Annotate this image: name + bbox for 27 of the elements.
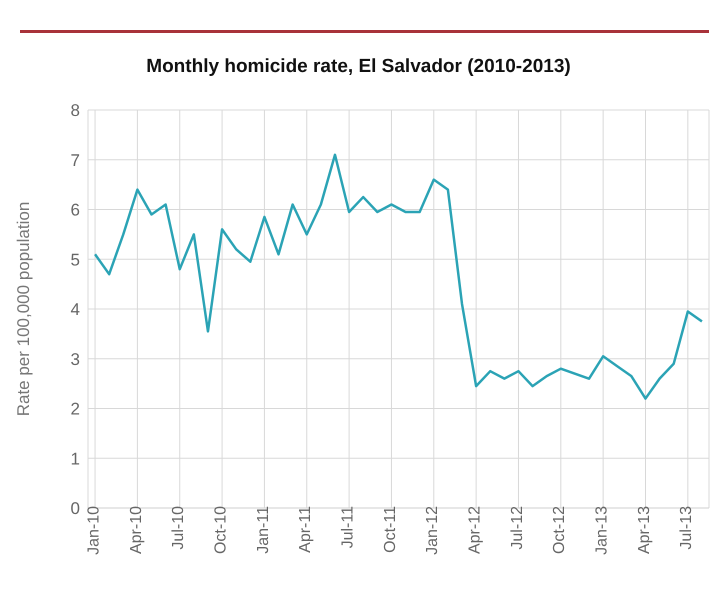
y-tick-label: 8 [70, 101, 80, 120]
x-tick-label: Jul-13 [678, 506, 696, 550]
x-tick-label: Apr-11 [297, 506, 314, 553]
x-tick-label: Oct-10 [212, 506, 230, 554]
y-tick-label: 3 [70, 350, 80, 369]
x-tick-label: Oct-11 [382, 506, 399, 553]
x-tick-label: Jul-12 [508, 506, 526, 550]
y-tick-label: 1 [70, 449, 80, 468]
x-tick-label: Jul-10 [170, 506, 188, 550]
x-tick-label: Oct-12 [551, 506, 568, 554]
y-tick-label: 0 [70, 499, 80, 518]
x-tick-label: Apr-13 [636, 506, 653, 554]
x-tick-label: Jan-10 [85, 506, 102, 555]
y-tick-label: 2 [70, 400, 80, 419]
y-tick-label: 6 [70, 200, 80, 220]
x-tick-label: Apr-12 [466, 506, 484, 554]
y-axis-title: Rate per 100,000 population [14, 202, 34, 416]
chart-title: Monthly homicide rate, El Salvador (2010-2013) [145, 56, 572, 78]
y-tick-label: 5 [70, 250, 80, 270]
x-tick-label: Jan-11 [254, 506, 272, 554]
x-tick-label: Jan-12 [424, 506, 442, 555]
y-tick-label: 4 [70, 300, 80, 320]
x-tick-label: Jan-13 [594, 506, 611, 555]
line-series [94, 154, 704, 400]
x-tick-label: Jul-11 [339, 506, 356, 548]
y-tick-label: 7 [70, 150, 80, 170]
x-tick-label: Apr-10 [128, 506, 145, 554]
